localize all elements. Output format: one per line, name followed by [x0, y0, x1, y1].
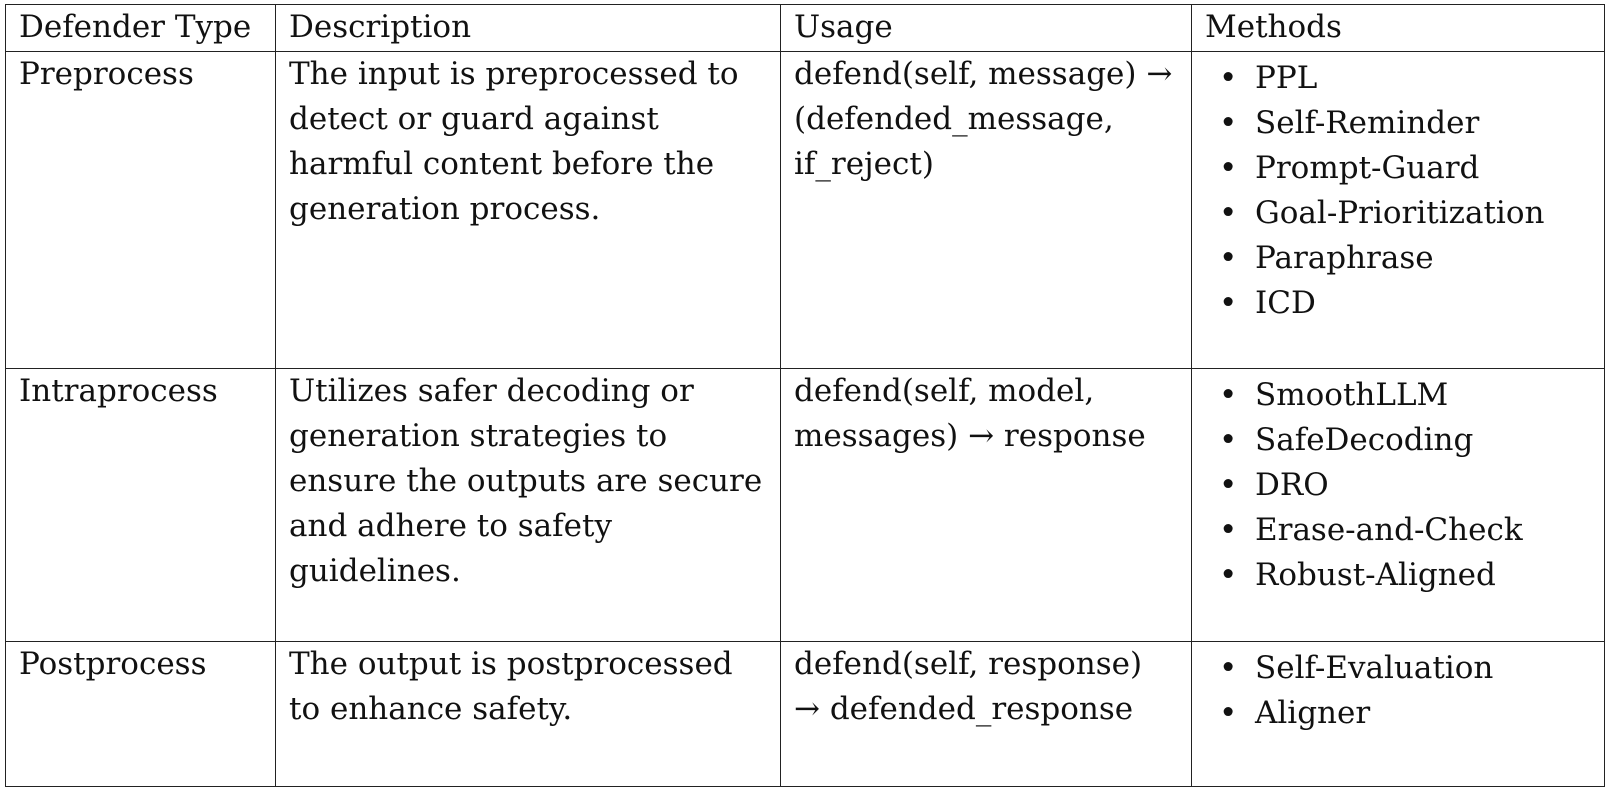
bullet-icon: • [1219, 377, 1238, 413]
bullet-icon: • [1219, 150, 1238, 186]
table-row-intraprocess: Intraprocess Utilizes safer decoding or … [5, 368, 1605, 642]
list-item: • PPL [1205, 56, 1588, 101]
description-cell: The output is postprocessed to enhance s… [275, 641, 781, 787]
list-item: • Goal-Prioritization [1205, 191, 1588, 236]
list-item: • Self-Reminder [1205, 101, 1588, 146]
list-item: • Erase-and-Check [1205, 508, 1588, 553]
list-item: • Paraphrase [1205, 236, 1588, 281]
bullet-icon: • [1219, 650, 1238, 686]
bullet-icon: • [1219, 285, 1238, 321]
bullet-icon: • [1219, 467, 1238, 503]
methods-cell: • SmoothLLM • SafeDecoding • DRO • Erase-and… [1191, 368, 1605, 642]
description-cell: The input is preprocessed to detect or g… [275, 51, 781, 369]
table-row-preprocess: Preprocess The input is preprocessed to … [5, 51, 1605, 369]
bullet-icon: • [1219, 240, 1238, 276]
usage-cell: defend(self, message) → (defended_messag… [780, 51, 1192, 369]
bullet-icon: • [1219, 422, 1238, 458]
header-description: Description [275, 4, 781, 52]
list-item: • SafeDecoding [1205, 418, 1588, 463]
methods-list: • PPL • Self-Reminder • Prompt-Guard • Goal-… [1205, 53, 1588, 327]
bullet-icon: • [1219, 60, 1238, 96]
table-row-postprocess: Postprocess The output is postprocessed … [5, 641, 1605, 787]
usage-cell: defend(self, model, messages) → response [780, 368, 1192, 642]
methods-cell: • PPL • Self-Reminder • Prompt-Guard • Goal-… [1191, 51, 1605, 369]
methods-cell: • Self-Evaluation • Aligner [1191, 641, 1605, 787]
list-item: • DRO [1205, 463, 1588, 508]
header-methods: Methods [1191, 4, 1605, 52]
bullet-icon: • [1219, 195, 1238, 231]
list-item: • Aligner [1205, 691, 1588, 736]
defender-type-cell: Preprocess [5, 51, 276, 369]
list-item: • ICD [1205, 281, 1588, 326]
header-defender-type: Defender Type [5, 4, 276, 52]
table-header-row: Defender Type Description Usage Methods [5, 4, 1605, 52]
list-item: • Robust-Aligned [1205, 553, 1588, 598]
bullet-icon: • [1219, 695, 1238, 731]
defender-type-cell: Postprocess [5, 641, 276, 787]
bullet-icon: • [1219, 105, 1238, 141]
list-item: • Prompt-Guard [1205, 146, 1588, 191]
bullet-icon: • [1219, 512, 1238, 548]
list-item: • SmoothLLM [1205, 373, 1588, 418]
description-cell: Utilizes safer decoding or generation st… [275, 368, 781, 642]
header-usage: Usage [780, 4, 1192, 52]
usage-cell: defend(self, response) → defended_respon… [780, 641, 1192, 787]
defender-types-table: Defender Type Description Usage Methods … [5, 4, 1605, 787]
methods-list: • Self-Evaluation • Aligner [1205, 643, 1588, 737]
methods-list: • SmoothLLM • SafeDecoding • DRO • Erase-and… [1205, 370, 1588, 599]
defender-type-cell: Intraprocess [5, 368, 276, 642]
bullet-icon: • [1219, 557, 1238, 593]
list-item: • Self-Evaluation [1205, 646, 1588, 691]
